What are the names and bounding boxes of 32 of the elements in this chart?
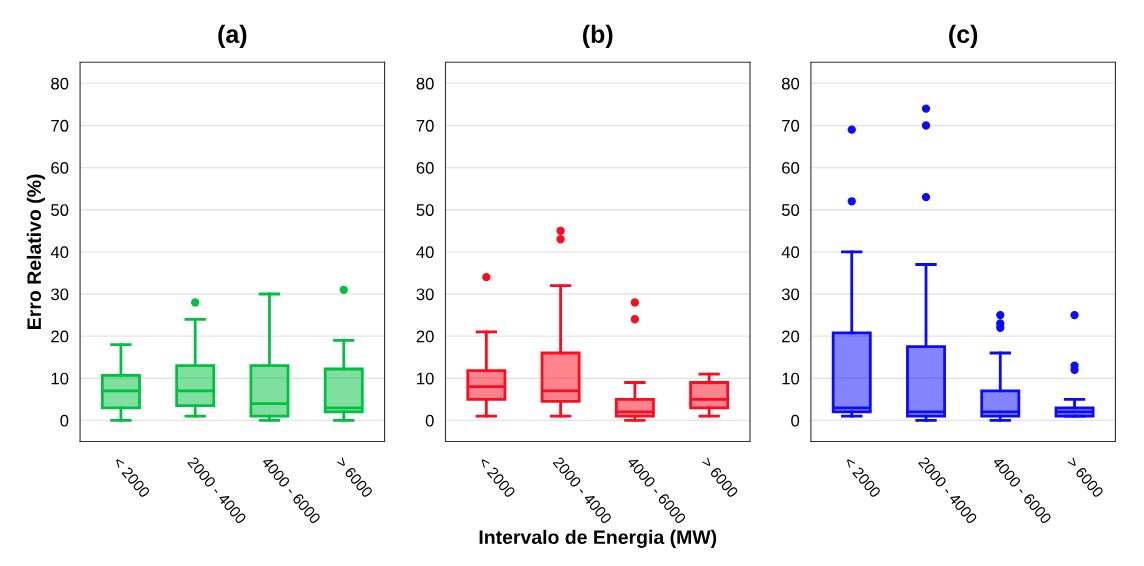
y-tick-label: 40 — [50, 246, 69, 259]
y-tick-label: 80 — [51, 77, 69, 90]
y-axis-title: Erro Relativo (%) — [26, 174, 45, 329]
y-tick-label: 40 — [781, 246, 800, 259]
y-tick-label: 30 — [51, 288, 69, 301]
y-tick-label: 60 — [782, 162, 800, 174]
y-tick-label: 20 — [416, 330, 434, 343]
x-axis-title: Intervalo de Energia (MW) — [479, 529, 717, 548]
y-tick-label: 20 — [782, 330, 800, 343]
y-tick-label: 0 — [425, 414, 434, 427]
y-tick-label: 10 — [417, 372, 434, 385]
y-tick-label: 60 — [416, 162, 434, 174]
chart-title: (a) — [218, 24, 247, 48]
y-tick-label: 50 — [781, 204, 800, 216]
y-tick-label: 50 — [51, 204, 69, 216]
y-tick-label: 10 — [782, 372, 800, 385]
y-tick-label: 30 — [781, 288, 800, 301]
y-tick-label: 70 — [782, 119, 800, 132]
y-tick-label: 70 — [51, 119, 69, 132]
y-tick-label: 60 — [51, 162, 69, 174]
y-tick-label: 80 — [416, 77, 434, 90]
y-tick-label: 20 — [51, 330, 69, 343]
y-tick-label: 0 — [60, 414, 69, 427]
y-tick-label: 70 — [416, 119, 434, 132]
chart-title: (c) — [949, 24, 978, 48]
y-tick-label: 10 — [51, 372, 69, 385]
y-tick-label: 80 — [781, 77, 800, 90]
y-tick-label: 0 — [791, 414, 800, 427]
chart-title: (b) — [583, 24, 613, 48]
y-tick-label: 50 — [416, 204, 434, 216]
y-tick-label: 40 — [416, 246, 434, 259]
y-tick-label: 30 — [416, 288, 434, 301]
